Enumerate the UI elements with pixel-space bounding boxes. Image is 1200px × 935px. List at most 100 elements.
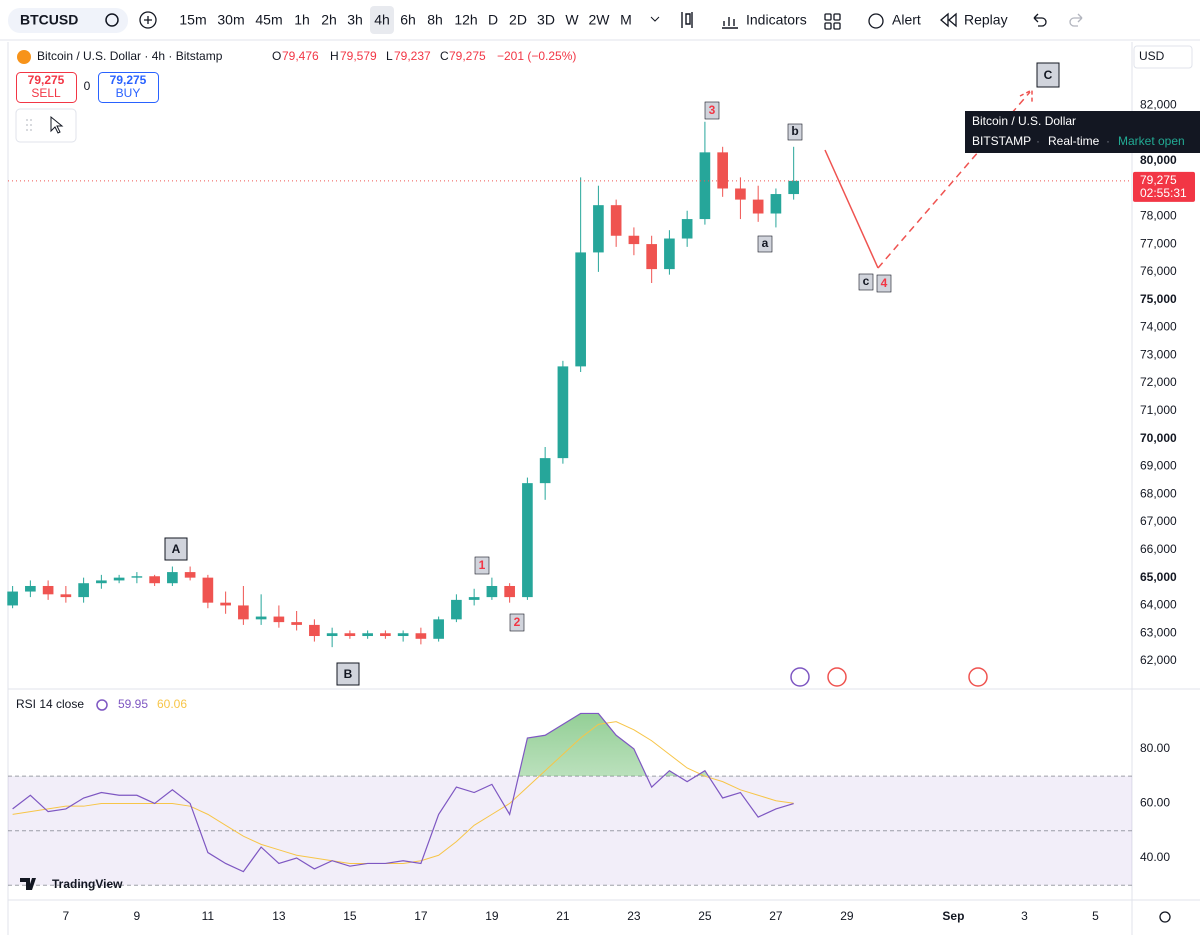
candle-body	[202, 577, 214, 603]
rsi-title: RSI 14 close	[16, 697, 84, 711]
interval-button[interactable]: 4h	[374, 12, 390, 28]
label-box	[509, 613, 525, 632]
wave-label: B	[344, 667, 353, 681]
candle-body	[593, 205, 604, 253]
compare-icon[interactable]	[105, 13, 119, 27]
rsi-tick-label: 80.00	[1140, 741, 1170, 755]
symbol-title: Bitcoin / U.S. Dollar · 4h · Bitstamp	[37, 49, 223, 63]
cursor-tool[interactable]	[50, 115, 64, 134]
interval-button[interactable]: 2h	[321, 12, 337, 28]
date-tick-label: 23	[627, 909, 641, 923]
candle-body	[113, 577, 125, 581]
date-tick-label: 5	[1092, 909, 1099, 923]
currency[interactable]: USD	[1139, 49, 1165, 63]
interval-list: 15m 30m 45m 1h 2h 3h 4h 6h 8h 12h D 2D 3D W 2W M	[179, 12, 631, 28]
buy-button[interactable]	[98, 72, 159, 103]
rsi-line	[12, 712, 794, 873]
label-box	[787, 123, 803, 141]
candle-body	[628, 235, 640, 245]
replay-button[interactable]: Replay	[964, 12, 1008, 28]
candle-body	[149, 576, 160, 584]
legend-value: 79,579	[340, 49, 377, 63]
sell-button[interactable]	[16, 72, 77, 103]
date-tick-label: 11	[202, 909, 215, 923]
undo[interactable]	[1033, 13, 1047, 27]
date-tick-label: 13	[272, 909, 286, 923]
event-icon[interactable]	[790, 667, 810, 687]
price-tick-label: 73,000	[1140, 347, 1177, 361]
settings-icon[interactable]	[1159, 911, 1171, 923]
sell-label[interactable]: SELL	[31, 86, 61, 100]
legend-change: −201 (−0.25%)	[497, 49, 576, 63]
buy-price[interactable]: 79,275	[110, 73, 147, 87]
interval-button[interactable]: 2W	[589, 12, 611, 28]
economic-event[interactable]	[968, 667, 988, 687]
drag-handle[interactable]	[26, 119, 32, 131]
label-box	[858, 273, 874, 291]
interval-button[interactable]: W	[565, 12, 579, 28]
interval-button[interactable]: 6h	[400, 12, 416, 28]
legend-label: L	[386, 49, 393, 63]
label-box	[474, 556, 490, 575]
candle-body	[326, 633, 338, 637]
price-tick-label: 75,000	[1140, 292, 1177, 306]
indicators-icon[interactable]	[722, 17, 738, 29]
redo[interactable]	[1069, 13, 1083, 27]
add-symbol[interactable]	[139, 11, 157, 29]
tooltip-dot: ·	[1106, 134, 1110, 148]
interval-button[interactable]: M	[620, 12, 632, 28]
symbol[interactable]: BTCUSD	[20, 12, 78, 28]
sell-price[interactable]: 79,275	[28, 73, 65, 87]
interval-button[interactable]: 12h	[454, 12, 477, 28]
candle-body	[699, 152, 711, 220]
toolbar-bg	[0, 0, 1200, 40]
interval-button[interactable]: 45m	[255, 12, 282, 28]
candle-body	[664, 238, 675, 270]
alert-button[interactable]: Alert	[892, 12, 921, 28]
candle-body	[646, 244, 657, 270]
interval-button[interactable]: 3D	[537, 12, 555, 28]
candle-body	[735, 188, 746, 200]
btc-icon	[17, 50, 31, 64]
layouts-icon[interactable]	[824, 13, 841, 30]
price-tick-label: 72,000	[1140, 375, 1177, 389]
chart-type-icon[interactable]	[681, 12, 693, 28]
indicators-button[interactable]: Indicators	[746, 12, 807, 28]
rsi-settings[interactable]	[96, 699, 108, 711]
currency-box[interactable]	[1133, 45, 1193, 69]
price-tag-label: 79,275	[1140, 173, 1177, 187]
price-tag	[1133, 171, 1195, 202]
candle-body	[42, 585, 54, 595]
replay-icon[interactable]	[940, 12, 957, 28]
candle-body	[522, 483, 533, 598]
alert-icon[interactable]	[868, 13, 884, 29]
rsi-ma-value: 60.06	[157, 697, 187, 711]
wave-label: a	[762, 236, 769, 250]
tooltip-exchange: BITSTAMP	[972, 134, 1031, 148]
buy-label[interactable]: BUY	[116, 86, 141, 100]
interval-button[interactable]: 3h	[347, 12, 363, 28]
interval-button[interactable]: 1h	[294, 12, 310, 28]
drawing-toolbar	[15, 108, 77, 143]
interval-button[interactable]: 2D	[509, 12, 527, 28]
candle-body	[291, 622, 302, 625]
wave-line	[824, 149, 879, 269]
price-tick-label: 78,000	[1140, 208, 1177, 222]
candle-body	[681, 219, 693, 239]
candle-body	[610, 205, 622, 236]
price-tick-label: 80,000	[1140, 153, 1177, 167]
interval-button[interactable]: 8h	[427, 12, 443, 28]
interval-button[interactable]: 15m	[179, 12, 206, 28]
candle-body	[433, 619, 444, 639]
price-tick-label: 66,000	[1140, 542, 1177, 556]
interval-dropdown[interactable]	[650, 16, 660, 22]
interval-button[interactable]: 30m	[217, 12, 244, 28]
economic-event[interactable]	[827, 667, 847, 687]
symbol-box[interactable]	[8, 8, 128, 33]
date-tick-label: 9	[134, 909, 141, 923]
candle-body	[273, 616, 285, 623]
label-box	[704, 101, 720, 120]
interval-button[interactable]: D	[488, 12, 498, 28]
